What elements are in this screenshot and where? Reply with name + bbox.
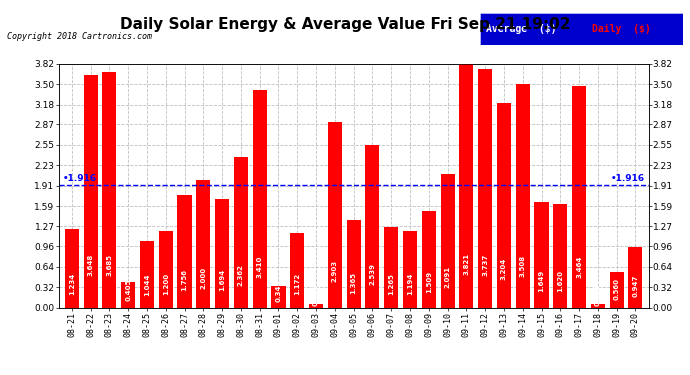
Text: 3.648: 3.648 — [88, 254, 94, 276]
Bar — [328, 122, 342, 308]
Bar — [553, 204, 567, 308]
Bar — [346, 220, 361, 308]
Bar — [609, 272, 624, 308]
Text: 0.052: 0.052 — [595, 284, 601, 306]
Text: 3.685: 3.685 — [106, 254, 112, 276]
Text: Copyright 2018 Cartronics.com: Copyright 2018 Cartronics.com — [7, 32, 152, 41]
Text: 2.903: 2.903 — [332, 260, 338, 282]
Text: Daily  ($): Daily ($) — [591, 24, 650, 34]
Text: 0.051: 0.051 — [313, 284, 319, 306]
Bar — [196, 180, 210, 308]
Bar — [629, 247, 642, 308]
Bar — [440, 174, 455, 308]
Bar — [121, 282, 135, 308]
Text: •1.916: •1.916 — [611, 174, 645, 183]
Text: 1.649: 1.649 — [538, 269, 544, 292]
Text: 2.000: 2.000 — [200, 267, 206, 289]
Text: 1.200: 1.200 — [163, 273, 169, 295]
Bar — [65, 229, 79, 308]
Bar — [366, 146, 380, 308]
Text: 1.365: 1.365 — [351, 272, 357, 294]
Text: 1.694: 1.694 — [219, 269, 225, 291]
Text: 3.508: 3.508 — [520, 255, 526, 278]
Bar — [140, 241, 154, 308]
Text: 0.947: 0.947 — [633, 274, 638, 297]
Bar — [215, 200, 229, 308]
Bar — [478, 69, 492, 308]
Bar — [460, 64, 473, 308]
Bar — [515, 84, 530, 308]
Bar — [384, 227, 398, 308]
Text: 3.464: 3.464 — [576, 255, 582, 278]
Bar — [253, 90, 267, 308]
Text: 3.410: 3.410 — [257, 256, 263, 278]
Text: 1.044: 1.044 — [144, 274, 150, 296]
Bar — [403, 231, 417, 308]
Bar — [572, 87, 586, 308]
Text: •1.916: •1.916 — [62, 174, 97, 183]
Text: 2.091: 2.091 — [444, 266, 451, 288]
Text: 0.560: 0.560 — [613, 278, 620, 300]
Bar — [177, 195, 192, 308]
Text: 1.194: 1.194 — [407, 273, 413, 295]
Text: 0.341: 0.341 — [275, 279, 282, 302]
Bar — [422, 211, 436, 308]
Bar — [271, 286, 286, 308]
Bar — [290, 233, 304, 308]
Text: 1.265: 1.265 — [388, 273, 394, 295]
Text: 1.234: 1.234 — [69, 273, 75, 295]
Text: 2.362: 2.362 — [238, 264, 244, 286]
Text: 2.539: 2.539 — [369, 263, 375, 285]
Bar — [83, 75, 98, 308]
Text: 3.204: 3.204 — [501, 258, 507, 280]
Bar — [497, 103, 511, 308]
Text: 1.756: 1.756 — [181, 269, 188, 291]
Bar — [309, 304, 323, 307]
Text: Daily Solar Energy & Average Value Fri Sep 21 19:02: Daily Solar Energy & Average Value Fri S… — [120, 17, 570, 32]
Bar — [234, 157, 248, 308]
Bar — [535, 202, 549, 308]
Text: 1.509: 1.509 — [426, 271, 432, 293]
Text: 3.737: 3.737 — [482, 254, 488, 276]
Text: Average  ($): Average ($) — [486, 24, 556, 34]
Text: 1.620: 1.620 — [558, 270, 563, 292]
Bar — [591, 304, 605, 307]
Text: 3.821: 3.821 — [464, 253, 469, 275]
Bar — [102, 72, 117, 308]
Text: 1.172: 1.172 — [294, 273, 300, 296]
Text: 0.405: 0.405 — [125, 279, 131, 301]
Bar — [159, 231, 172, 308]
